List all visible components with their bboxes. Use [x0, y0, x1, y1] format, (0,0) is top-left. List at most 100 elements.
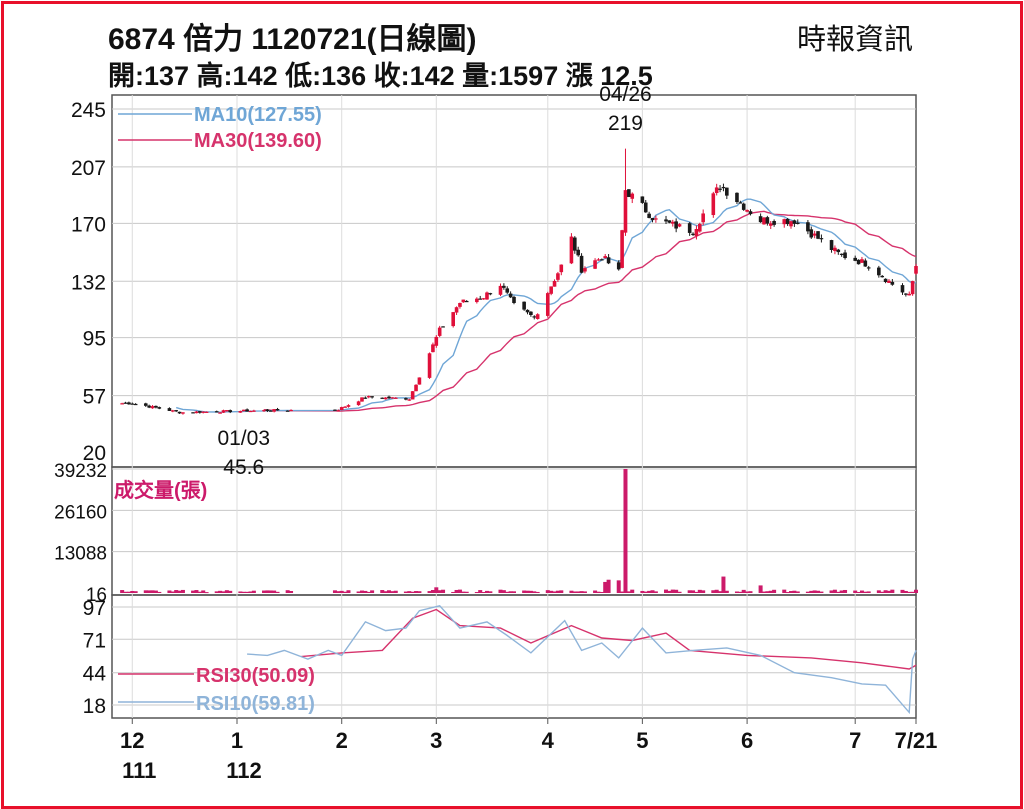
candle — [346, 405, 351, 407]
volume-bar — [653, 591, 658, 593]
volume-bar — [403, 591, 408, 593]
volume-bar — [674, 589, 679, 593]
candle — [725, 187, 729, 196]
candle — [765, 217, 770, 224]
volume-bar — [900, 589, 905, 593]
candle — [545, 293, 550, 316]
candle — [339, 407, 344, 411]
candle — [596, 259, 601, 261]
volume-bar — [910, 591, 915, 593]
candle — [691, 233, 695, 236]
candle — [481, 298, 486, 300]
candle — [417, 377, 422, 385]
candle — [505, 288, 510, 293]
volume-bar — [765, 591, 770, 593]
candle — [674, 221, 678, 229]
volume-bar — [528, 590, 533, 593]
volume-bar — [201, 590, 206, 593]
candle — [593, 260, 597, 269]
candle — [525, 309, 530, 313]
candle — [630, 193, 635, 199]
volume-bar — [410, 591, 415, 593]
candle — [171, 410, 175, 412]
volume-bar — [545, 590, 550, 593]
candle — [120, 403, 124, 405]
x-tick-label: 3 — [430, 728, 442, 753]
volume-bar — [664, 589, 669, 593]
volume-bar — [478, 590, 483, 593]
candle — [410, 391, 415, 400]
volume-bar — [829, 590, 834, 593]
candle — [485, 292, 489, 300]
volume-bar — [694, 591, 699, 593]
volume-tick-label: 16 — [86, 585, 107, 606]
volume-bar — [907, 591, 912, 593]
x-tick-label: 1 — [231, 728, 243, 753]
candle — [559, 264, 564, 273]
volume-tick-label: 13088 — [54, 544, 107, 565]
candle — [407, 399, 412, 401]
volume-bar — [768, 590, 773, 593]
volume-bar — [474, 592, 479, 594]
volume-bar — [559, 590, 564, 593]
volume-bar — [498, 589, 503, 593]
volume-bar — [366, 591, 371, 593]
rsi30-legend-label: RSI30(50.09) — [196, 665, 315, 687]
candle — [204, 411, 209, 413]
x-tick-label: 7 — [849, 728, 861, 753]
candle — [478, 298, 483, 300]
volume-title: 成交量(張) — [114, 478, 207, 502]
volume-bar — [691, 590, 696, 593]
candle — [738, 202, 743, 204]
volume-bar — [687, 590, 692, 593]
volume-bar — [133, 591, 138, 593]
volume-bar — [512, 591, 516, 593]
volume-bar — [843, 589, 848, 593]
volume-bar — [623, 469, 628, 593]
candle — [721, 186, 726, 189]
x-tick-label: 7/21 — [895, 728, 938, 753]
candle — [697, 223, 702, 232]
candle — [225, 410, 229, 412]
candle — [508, 293, 513, 298]
candle — [214, 411, 219, 413]
volume-bar — [123, 591, 128, 593]
candle — [529, 311, 533, 315]
candle — [829, 240, 834, 250]
volume-bar — [745, 591, 750, 593]
volume-bar — [721, 576, 726, 593]
candle — [843, 252, 847, 259]
candle — [191, 412, 195, 414]
volume-bar — [414, 591, 419, 593]
rsi-tick-label: 97 — [83, 597, 106, 620]
volume-bar — [393, 590, 398, 593]
volume-bar — [697, 589, 702, 593]
candle — [360, 397, 364, 402]
volume-bar — [126, 591, 131, 593]
candle — [272, 409, 276, 412]
volume-bar — [640, 590, 645, 593]
candle — [522, 301, 526, 310]
candle — [390, 397, 395, 399]
rsi30-line — [301, 608, 917, 670]
volume-bar — [552, 591, 557, 593]
volume-tick-label: 26160 — [54, 502, 107, 523]
candle — [451, 312, 455, 327]
candle — [498, 285, 503, 295]
high-annotation-date: 04/26 — [599, 83, 652, 106]
volume-bar — [836, 591, 841, 593]
volume-bar — [336, 591, 341, 593]
candle — [147, 405, 151, 408]
volume-bar — [120, 590, 125, 593]
volume-bar — [758, 585, 763, 593]
ma10-line — [176, 198, 917, 413]
volume-bar — [238, 591, 243, 593]
volume-bar — [383, 591, 388, 593]
volume-panel — [111, 466, 917, 596]
candle — [336, 410, 341, 412]
rsi10-line — [247, 605, 917, 715]
candle — [583, 268, 587, 272]
volume-bar — [437, 590, 442, 593]
candle — [785, 218, 790, 225]
